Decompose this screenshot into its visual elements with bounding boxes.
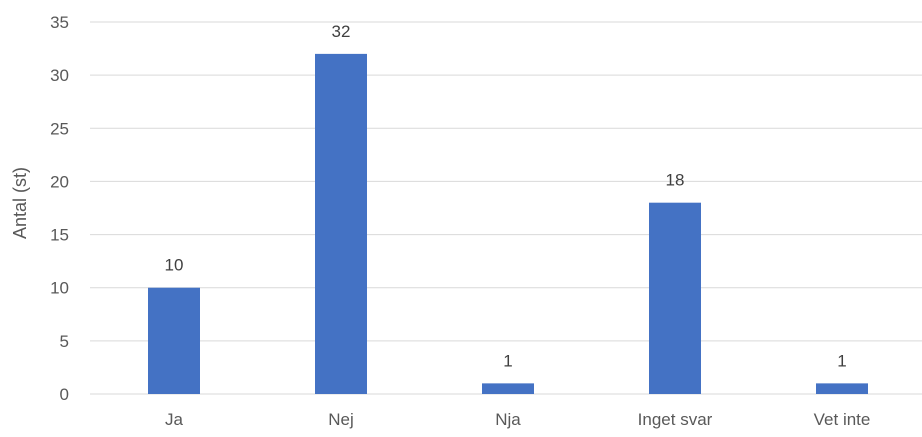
- bar: [148, 287, 200, 394]
- x-tick-label: Vet inte: [814, 410, 871, 429]
- x-tick-label: Nej: [328, 410, 354, 429]
- bars: [148, 53, 868, 395]
- y-tick-label: 5: [60, 332, 69, 351]
- data-label: 32: [332, 22, 351, 41]
- data-label: 10: [165, 256, 184, 275]
- gridlines: [90, 21, 922, 395]
- y-tick-label: 30: [50, 66, 69, 85]
- bar: [482, 383, 534, 394]
- y-tick-label: 20: [50, 172, 69, 191]
- y-tick-label: 0: [60, 385, 69, 404]
- bar: [649, 202, 701, 394]
- y-tick-label: 35: [50, 13, 69, 32]
- y-axis-tick-labels: 0 5 10 15 20 25 30 35: [50, 13, 69, 404]
- bar: [816, 383, 868, 394]
- x-tick-label: Nja: [495, 410, 521, 429]
- y-tick-label: 10: [50, 279, 69, 298]
- data-label: 18: [666, 171, 685, 190]
- y-axis-title: Antal (st): [10, 167, 30, 239]
- x-axis-category-labels: Ja Nej Nja Inget svar Vet inte: [165, 410, 870, 429]
- x-tick-label: Ja: [165, 410, 184, 429]
- data-label: 1: [503, 351, 512, 370]
- x-tick-label: Inget svar: [638, 410, 713, 429]
- y-tick-label: 15: [50, 226, 69, 245]
- bar: [315, 53, 367, 395]
- data-label: 1: [837, 351, 846, 370]
- y-tick-label: 25: [50, 119, 69, 138]
- data-labels: 10 32 1 18 1: [165, 22, 847, 370]
